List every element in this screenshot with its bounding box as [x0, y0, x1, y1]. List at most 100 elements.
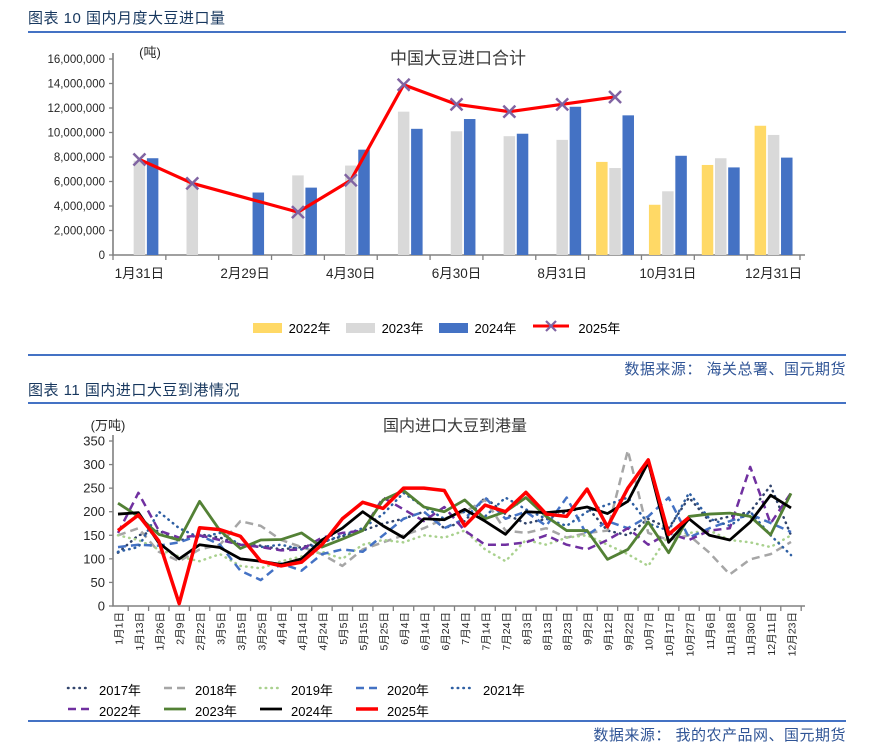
svg-text:10,000,000: 10,000,000: [47, 128, 105, 140]
svg-text:6月14日: 6月14日: [419, 612, 431, 651]
svg-text:6月24日: 6月24日: [440, 612, 452, 651]
legend-label-2018: 2018年: [195, 683, 237, 698]
legend-item-2021: 2021年: [450, 679, 546, 700]
line-2020年: [117, 496, 792, 582]
svg-text:6,000,000: 6,000,000: [54, 177, 105, 189]
line-2024年: [117, 460, 792, 566]
legend-item-2020: 2020年: [354, 679, 450, 700]
svg-text:8月13日: 8月13日: [542, 612, 554, 651]
svg-text:1月13日: 1月13日: [134, 612, 146, 651]
legend-item-2024-b: 2024年: [258, 700, 354, 721]
svg-text:14,000,000: 14,000,000: [47, 79, 105, 91]
soybean-port-arrivals-chart: 0 50 100 150 200 250 300 350 1月1日 1月13日 1月26日 2月9日 2…: [83, 417, 805, 656]
line-2025年: [116, 458, 691, 606]
svg-text:11月30日: 11月30日: [746, 612, 758, 656]
svg-text:12月11日: 12月11日: [766, 612, 778, 656]
svg-text:250: 250: [83, 481, 105, 496]
svg-text:2月29日: 2月29日: [220, 266, 270, 281]
legend-item-2022-b: 2022年: [66, 700, 162, 721]
svg-text:8月23日: 8月23日: [562, 612, 574, 651]
svg-text:4月24日: 4月24日: [317, 612, 329, 651]
legend-label-2024: 2024年: [474, 321, 517, 336]
svg-text:200: 200: [83, 504, 105, 519]
legend-label-2020: 2020年: [387, 683, 429, 698]
svg-text:6月30日: 6月30日: [432, 266, 482, 281]
legend-label-2022: 2022年: [288, 321, 331, 336]
legend-swatch-2023-b: [162, 702, 188, 719]
svg-text:12月23日: 12月23日: [787, 612, 799, 656]
line-2025年: [138, 83, 616, 214]
legend-item-2023: 2023年: [345, 318, 424, 337]
figure10-header-rule: [28, 31, 846, 33]
svg-text:0: 0: [99, 250, 105, 262]
figure11-bottom-rule: [28, 720, 846, 722]
svg-text:4月14日: 4月14日: [297, 612, 309, 651]
svg-text:5月15日: 5月15日: [358, 612, 370, 651]
legend-item-2024: 2024年: [438, 318, 517, 337]
legend-item-2017: 2017年: [66, 679, 162, 700]
figure11-header-rule: [28, 402, 846, 404]
legend-swatch-2021: [450, 681, 476, 698]
chart2-legend: 2017年 2018年 2019年 2020年 2021年 2022年 2023…: [66, 679, 556, 721]
line-2019年: [116, 529, 793, 570]
legend-swatch-2019: [258, 681, 284, 698]
data-source-figure10: 数据来源： 海关总署、国元期货: [624, 361, 846, 378]
legend-item-2025-b: 2025年: [354, 700, 450, 721]
svg-text:8,000,000: 8,000,000: [54, 152, 105, 164]
svg-text:8月31日: 8月31日: [537, 266, 587, 281]
svg-text:7月14日: 7月14日: [481, 612, 493, 651]
figure10-header: 图表 10 国内月度大豆进口量: [28, 10, 226, 27]
svg-text:10月31日: 10月31日: [639, 266, 696, 281]
svg-text:2月22日: 2月22日: [195, 612, 207, 651]
svg-text:1月26日: 1月26日: [154, 612, 166, 651]
legend-swatch-2018: [162, 681, 188, 698]
legend-label-2023: 2023年: [381, 321, 424, 336]
line-2017年: [116, 484, 793, 554]
section-divider-rule: [28, 354, 846, 356]
svg-text:1月1日: 1月1日: [114, 612, 126, 645]
svg-text:300: 300: [83, 457, 105, 472]
svg-text:5月5日: 5月5日: [338, 612, 350, 645]
svg-text:3月5日: 3月5日: [215, 612, 227, 645]
svg-text:50: 50: [91, 575, 105, 590]
legend-item-2019: 2019年: [258, 679, 354, 700]
soybean-monthly-imports-chart: 0 2,000,000 4,000,000 6,000,000 8,000,000 10,…: [47, 45, 805, 281]
svg-text:4月4日: 4月4日: [277, 612, 289, 645]
svg-text:10月7日: 10月7日: [644, 612, 656, 651]
legend-swatch-2022-b: [66, 702, 92, 719]
legend-item-2023-b: 2023年: [162, 700, 258, 721]
svg-text:9月2日: 9月2日: [583, 612, 595, 645]
svg-text:12月31日: 12月31日: [745, 266, 802, 281]
figure11-header: 图表 11 国内进口大豆到港情况: [28, 382, 240, 399]
legend-swatch-2024-b: [258, 702, 284, 719]
svg-text:(万吨): (万吨): [91, 418, 126, 433]
svg-text:9月12日: 9月12日: [603, 612, 615, 651]
legend-swatch-2025: [531, 319, 571, 336]
svg-text:5月25日: 5月25日: [379, 612, 391, 651]
svg-text:1月31日: 1月31日: [115, 266, 165, 281]
svg-text:0: 0: [98, 599, 105, 614]
svg-text:4,000,000: 4,000,000: [54, 201, 105, 213]
chart1-legend: 2022年 2023年 2024年 2025年: [0, 318, 873, 337]
legend-label-2025-b: 2025年: [387, 704, 429, 719]
svg-text:10月27日: 10月27日: [685, 612, 697, 656]
svg-text:7月24日: 7月24日: [501, 612, 513, 651]
svg-text:4月30日: 4月30日: [326, 266, 376, 281]
legend-label-2025: 2025年: [578, 321, 621, 336]
legend-swatch-2024: [438, 322, 468, 333]
legend-swatch-2022: [252, 322, 282, 333]
legend-label-2023-b: 2023年: [195, 704, 237, 719]
svg-text:150: 150: [83, 528, 105, 543]
svg-text:2月9日: 2月9日: [175, 612, 187, 645]
svg-text:350: 350: [83, 434, 105, 449]
bars-2023年: [133, 111, 780, 255]
legend-label-2022-b: 2022年: [99, 704, 141, 719]
bars-2022年: [596, 125, 767, 255]
legend-swatch-2020: [354, 681, 380, 698]
svg-text:16,000,000: 16,000,000: [47, 54, 105, 66]
data-source-figure11: 数据来源： 我的农产品网、国元期货: [593, 727, 846, 744]
svg-text:10月17日: 10月17日: [664, 612, 676, 656]
svg-text:3月15日: 3月15日: [236, 612, 248, 651]
bars-2024年: [146, 106, 793, 256]
svg-text:9月22日: 9月22日: [623, 612, 635, 651]
